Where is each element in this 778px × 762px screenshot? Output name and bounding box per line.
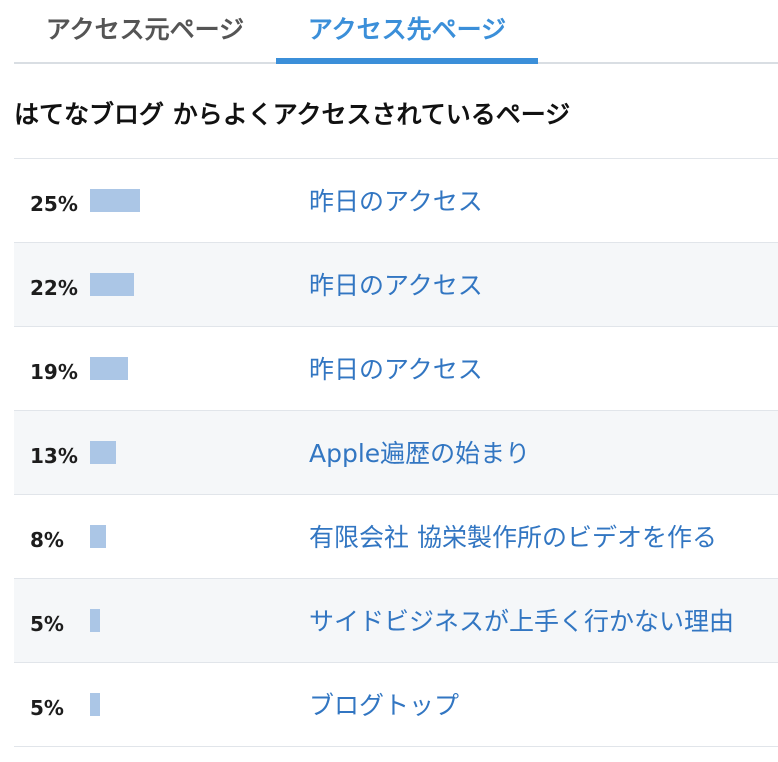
percent-bar-track: [90, 273, 290, 296]
percent-bar-track: [90, 693, 290, 716]
percent-label: 5%: [30, 612, 64, 636]
percent-bar: [90, 441, 116, 464]
list-item: 5% ブログトップ: [14, 663, 778, 747]
percent-bar-track: [90, 357, 290, 380]
percent-bar-track: [90, 441, 290, 464]
page-link[interactable]: 昨日のアクセス: [309, 271, 483, 300]
percent-bar: [90, 357, 128, 380]
access-tabs: アクセス元ページ アクセス先ページ: [14, 0, 778, 64]
percent-bar: [90, 189, 140, 212]
list-item: 25% 昨日のアクセス: [14, 159, 778, 243]
page-link[interactable]: 有限会社 協栄製作所のビデオを作る: [309, 523, 717, 552]
list-item: 19% 昨日のアクセス: [14, 327, 778, 411]
list-item: 22% 昨日のアクセス: [14, 243, 778, 327]
page-link[interactable]: 昨日のアクセス: [309, 187, 483, 216]
list-item: 13% Apple遍歴の始まり: [14, 411, 778, 495]
percent-label: 13%: [30, 444, 78, 468]
section-title: はてなブログ からよくアクセスされているページ: [14, 100, 571, 129]
list-item: 8% 有限会社 協栄製作所のビデオを作る: [14, 495, 778, 579]
tab-access-destination[interactable]: アクセス先ページ: [276, 0, 538, 64]
page-link[interactable]: ブログトップ: [309, 691, 460, 720]
list-item: 5% サイドビジネスが上手く行かない理由: [14, 579, 778, 663]
percent-bar: [90, 609, 100, 632]
percent-bar-track: [90, 189, 290, 212]
tab-access-source[interactable]: アクセス元ページ: [45, 15, 245, 44]
percent-label: 22%: [30, 276, 78, 300]
percent-bar: [90, 525, 106, 548]
percent-label: 8%: [30, 528, 64, 552]
percent-label: 19%: [30, 360, 78, 384]
percent-bar-track: [90, 609, 290, 632]
percent-bar-track: [90, 525, 290, 548]
page-link[interactable]: 昨日のアクセス: [309, 355, 483, 384]
percent-bar: [90, 273, 134, 296]
percent-label: 5%: [30, 696, 64, 720]
page-link[interactable]: Apple遍歴の始まり: [309, 439, 531, 468]
percent-bar: [90, 693, 100, 716]
page-link[interactable]: サイドビジネスが上手く行かない理由: [309, 607, 735, 636]
access-page-list: 25% 昨日のアクセス 22% 昨日のアクセス 19% 昨日のアクセス 13% …: [14, 158, 778, 747]
percent-label: 25%: [30, 192, 78, 216]
